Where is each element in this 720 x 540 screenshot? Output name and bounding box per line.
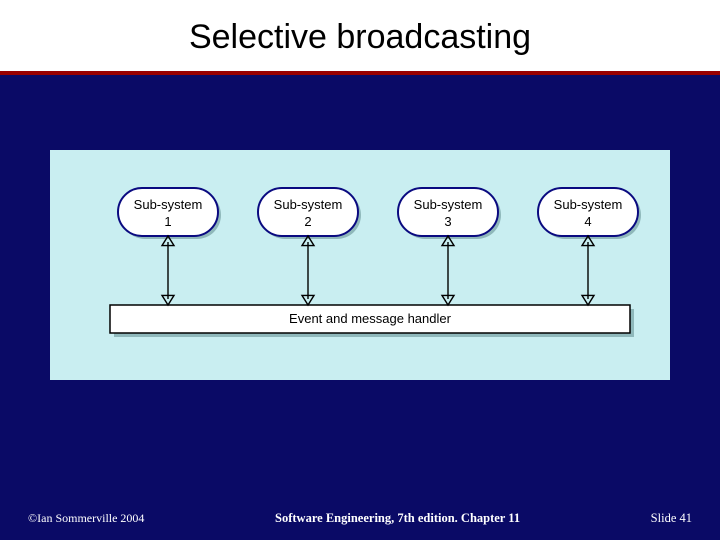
footer-slide-number: Slide 41 — [651, 511, 692, 526]
subsystem-label-bottom-4: 4 — [584, 214, 591, 229]
subsystem-label-top-3: Sub-system — [414, 197, 483, 212]
diagram-panel: Event and message handler Sub-system1Sub… — [50, 150, 670, 380]
title-area: Selective broadcasting — [0, 0, 720, 75]
subsystem-label-bottom-1: 1 — [164, 214, 171, 229]
diagram-svg: Event and message handler Sub-system1Sub… — [50, 150, 670, 380]
footer: ©Ian Sommerville 2004 Software Engineeri… — [0, 511, 720, 526]
footer-slide-prefix: Slide — [651, 511, 680, 525]
subsystem-label-top-4: Sub-system — [554, 197, 623, 212]
footer-copyright: ©Ian Sommerville 2004 — [28, 511, 144, 526]
subsystem-nodes: Sub-system 1 Sub-system 2 Sub-system 3 Sub-sys… — [118, 188, 641, 239]
subsystem-label-bottom-2: 2 — [304, 214, 311, 229]
subsystem-label-top-1: Sub-system — [134, 197, 203, 212]
footer-book: Software Engineering, 7th edition. Chapt… — [275, 511, 520, 526]
subsystem-label-bottom-3: 3 — [444, 214, 451, 229]
slide-title: Selective broadcasting — [0, 18, 720, 57]
footer-slide-num: 41 — [680, 511, 693, 525]
slide: Selective broadcasting Event and message… — [0, 0, 720, 540]
subsystem-label-top-2: Sub-system — [274, 197, 343, 212]
connection-arrows — [162, 236, 594, 305]
handler-label: Event and message handler — [289, 311, 452, 326]
